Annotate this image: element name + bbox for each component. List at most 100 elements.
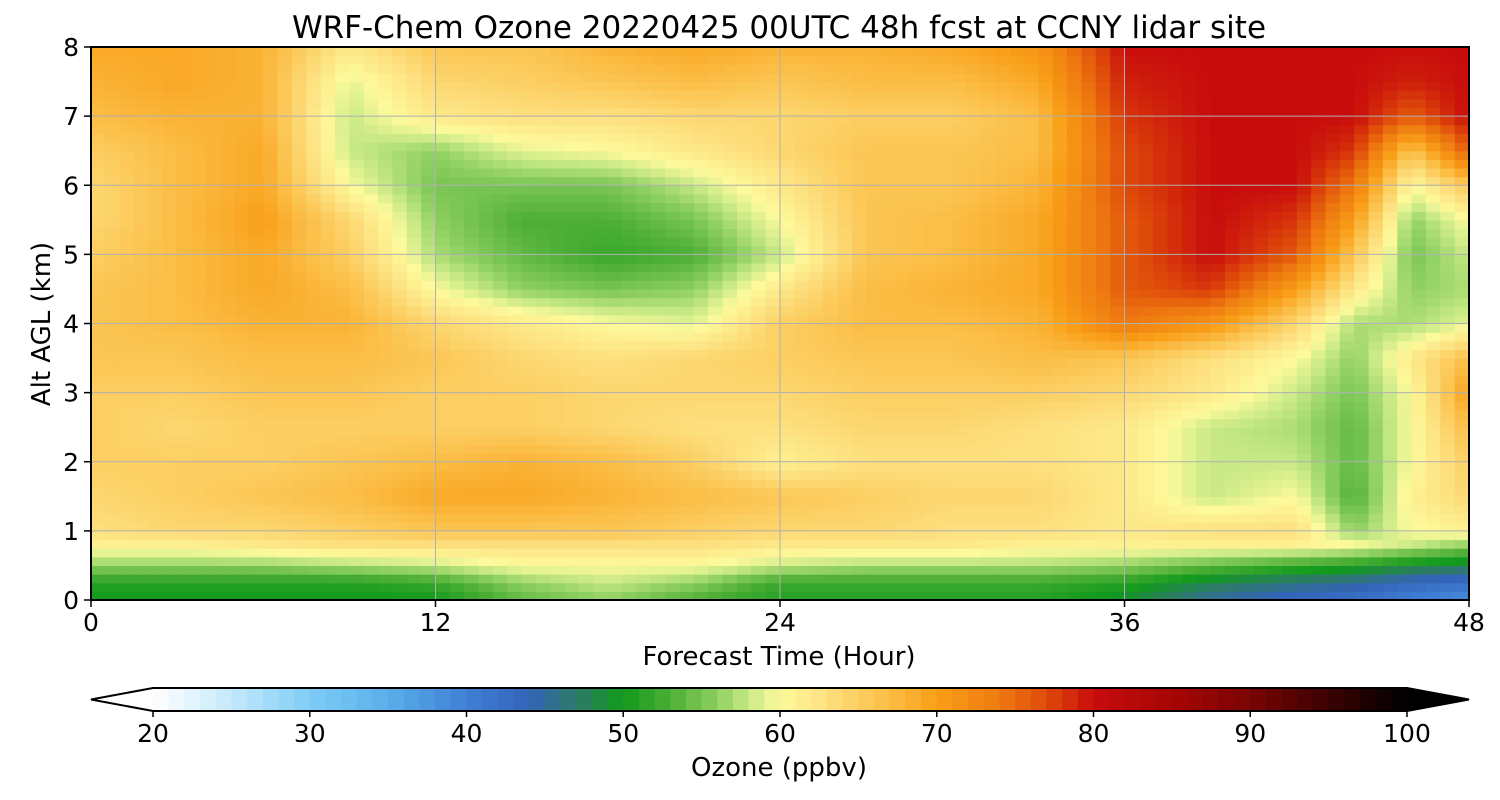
- heat-cell: [780, 323, 795, 333]
- heat-cell: [521, 55, 537, 65]
- heat-cell: [392, 539, 408, 549]
- heat-cell: [1196, 280, 1212, 290]
- heat-cell: [248, 401, 264, 411]
- heat-cell: [780, 487, 795, 497]
- heat-cell: [1009, 81, 1025, 91]
- heat-cell: [650, 323, 666, 333]
- heat-cell: [449, 418, 465, 428]
- heat-cell: [679, 548, 695, 558]
- heat-cell: [923, 461, 939, 471]
- heat-cell: [980, 548, 996, 558]
- heat-cell: [550, 263, 566, 273]
- heat-cell: [693, 582, 709, 592]
- heat-cell: [1138, 116, 1154, 126]
- heat-cell: [234, 280, 250, 290]
- heat-cell: [435, 479, 451, 489]
- heat-cell: [851, 418, 867, 428]
- heat-cell: [263, 496, 279, 506]
- heat-cell: [205, 582, 221, 592]
- heat-cell: [148, 349, 164, 359]
- heat-cell: [765, 530, 781, 541]
- heat-cell: [263, 288, 279, 299]
- heat-cell: [1081, 211, 1097, 221]
- heat-cell: [91, 435, 106, 446]
- heat-cell: [220, 513, 236, 523]
- heat-cell: [593, 211, 609, 221]
- heat-cell: [851, 124, 867, 135]
- heat-cell: [105, 64, 121, 74]
- heat-cell: [449, 176, 465, 186]
- heat-cell: [1081, 582, 1097, 592]
- heat-cell: [550, 323, 566, 333]
- heat-cell: [449, 548, 465, 558]
- heat-cell: [823, 288, 839, 299]
- heat-cell: [277, 487, 293, 497]
- heat-cell: [406, 349, 422, 359]
- heat-cell: [105, 574, 121, 584]
- heat-cell: [277, 332, 293, 342]
- heat-cell: [177, 237, 193, 247]
- heat-cell: [923, 513, 939, 523]
- heat-cell: [306, 479, 322, 489]
- heat-cell: [823, 565, 839, 575]
- heat-cell: [937, 548, 953, 558]
- heat-cell: [564, 461, 580, 471]
- heat-cell: [263, 98, 279, 109]
- heat-cell: [306, 444, 322, 454]
- heat-cell: [1181, 479, 1197, 489]
- heat-cell: [823, 332, 839, 342]
- heat-cell: [291, 142, 307, 152]
- heat-cell: [1009, 64, 1025, 74]
- heat-cell: [607, 55, 623, 65]
- heat-cell: [1067, 409, 1083, 420]
- heat-cell: [1038, 479, 1054, 489]
- heat-cell: [148, 565, 164, 575]
- heat-cell: [191, 401, 207, 411]
- heat-cell: [521, 366, 537, 376]
- heat-cell: [105, 245, 121, 255]
- heat-cell: [780, 409, 795, 420]
- heat-cell: [392, 306, 408, 316]
- heat-cell: [234, 314, 250, 325]
- heat-cell: [320, 487, 336, 497]
- heat-cell: [234, 461, 250, 471]
- heat-cell: [320, 453, 336, 463]
- heat-cell: [478, 409, 494, 420]
- heat-cell: [736, 591, 752, 600]
- heat-cell: [937, 556, 953, 567]
- heat-cell: [1196, 64, 1212, 74]
- heat-cell: [105, 263, 121, 273]
- heat-cell: [679, 142, 695, 152]
- heat-cell: [492, 470, 508, 480]
- heat-cell: [335, 383, 350, 394]
- heat-cell: [1196, 142, 1212, 152]
- heat-cell: [1081, 150, 1097, 160]
- heat-cell: [837, 202, 853, 212]
- heat-cell: [478, 435, 494, 446]
- heat-cell: [650, 55, 666, 65]
- heat-cell: [191, 332, 207, 342]
- heat-cell: [162, 245, 178, 255]
- heat-cell: [134, 522, 150, 532]
- heat-cell: [205, 124, 221, 135]
- heat-cell: [823, 444, 839, 454]
- heat-cell: [119, 539, 135, 549]
- heat-cell: [191, 72, 207, 83]
- heat-cell: [751, 470, 767, 480]
- heat-cell: [191, 591, 207, 600]
- heat-cell: [1124, 314, 1140, 325]
- heat-cell: [1110, 81, 1126, 91]
- heat-cell: [177, 64, 193, 74]
- heat-cell: [1052, 349, 1068, 359]
- heat-cell: [851, 332, 867, 342]
- heat-cell: [320, 280, 336, 290]
- heat-cell: [435, 150, 451, 160]
- heat-cell: [622, 211, 638, 221]
- heat-cell: [1153, 176, 1169, 186]
- heat-cell: [693, 418, 709, 428]
- heat-cell: [650, 366, 666, 376]
- heat-cell: [105, 444, 121, 454]
- heat-cell: [1024, 159, 1039, 169]
- heat-cell: [177, 340, 193, 351]
- heat-cell: [736, 479, 752, 489]
